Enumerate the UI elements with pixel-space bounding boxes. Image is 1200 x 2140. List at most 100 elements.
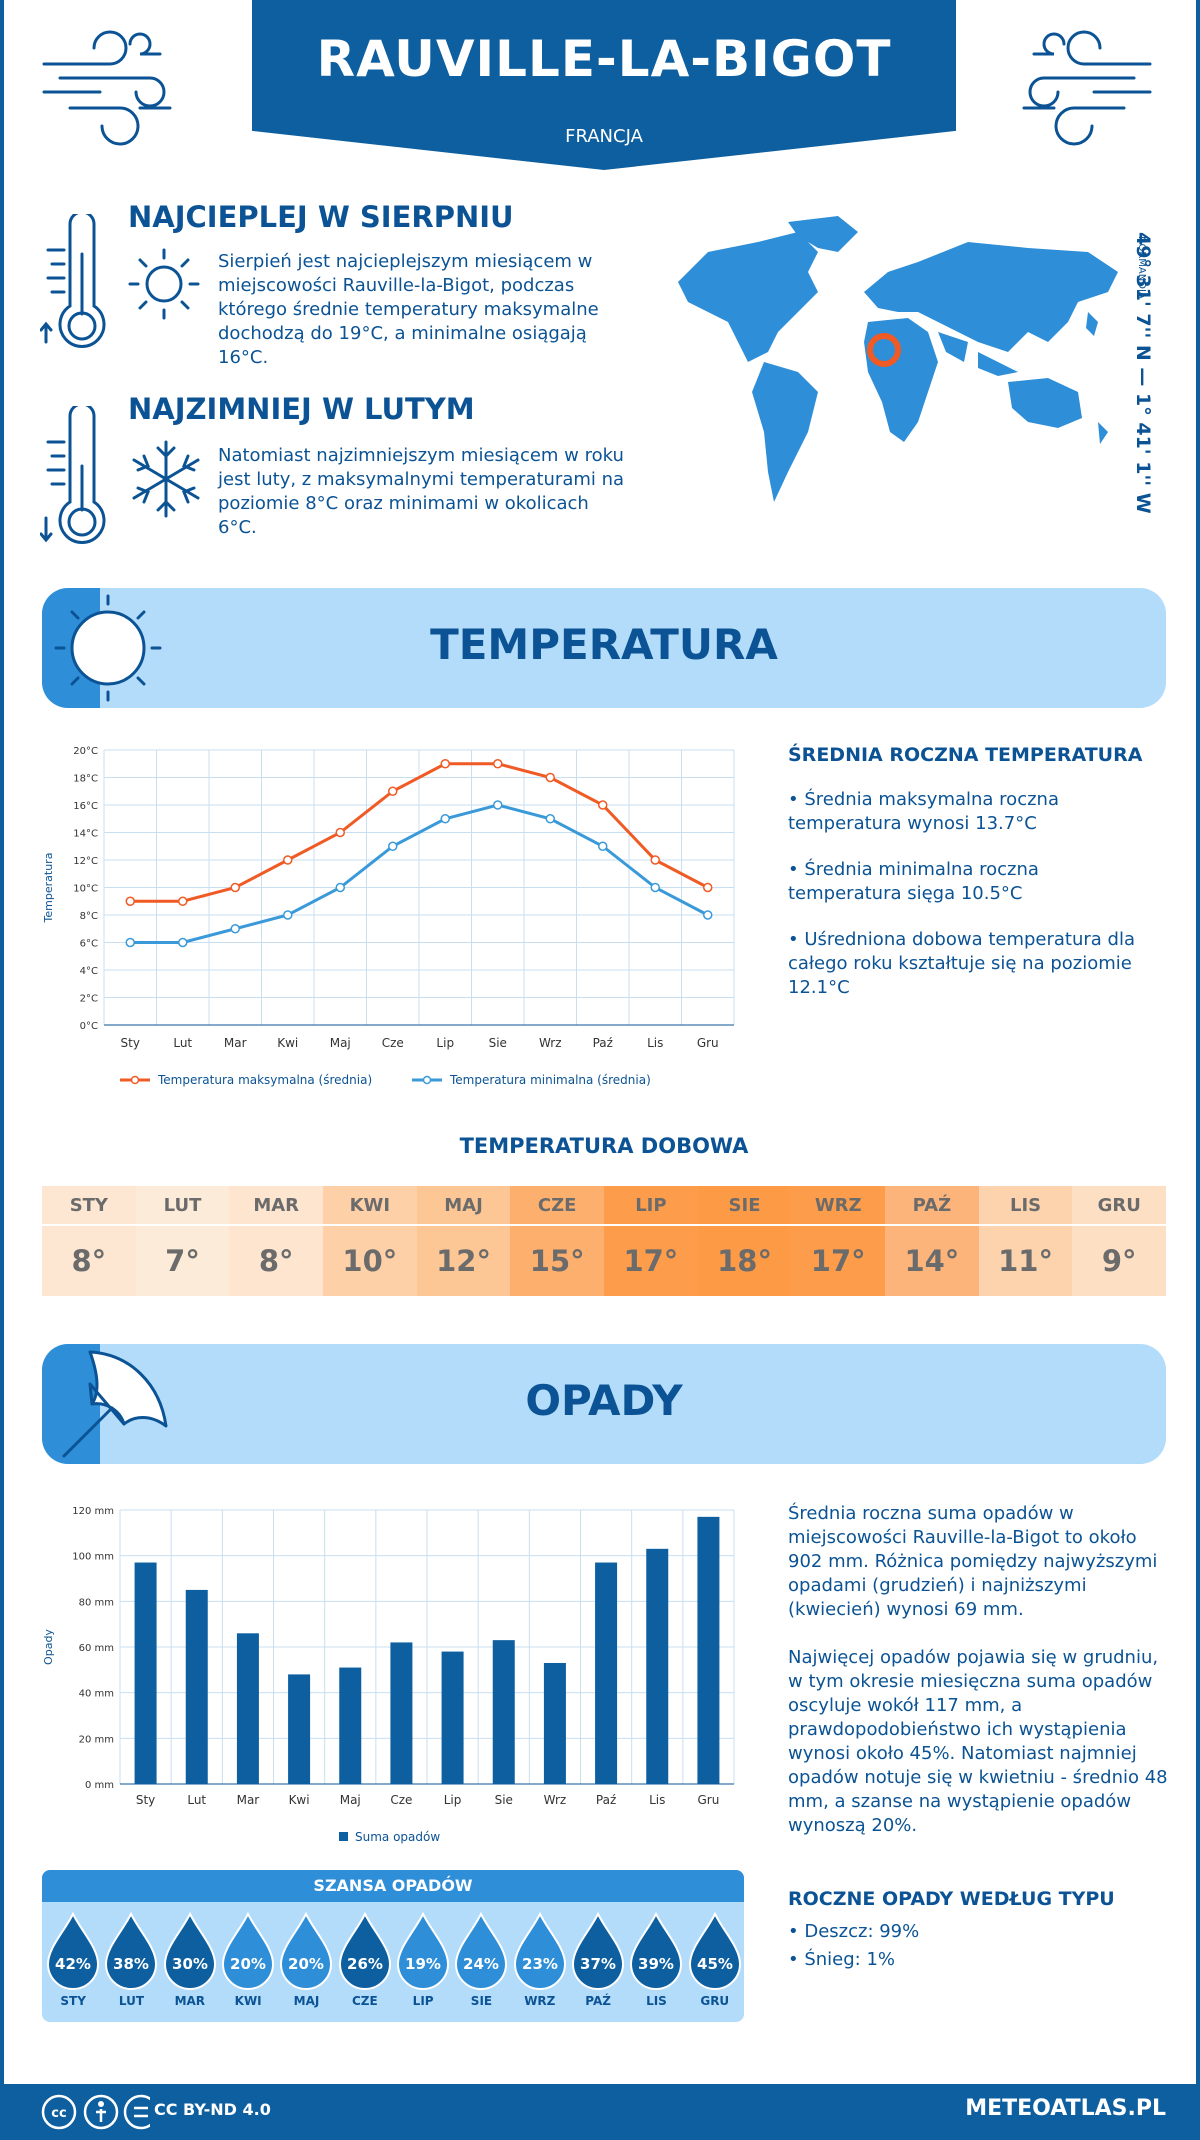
x-tick-label: Gru [697, 1793, 719, 1807]
y-tick-label: 14°C [73, 829, 98, 840]
temperature-section-title: TEMPERATURA [430, 620, 778, 669]
daily-temp-value: 17° [604, 1224, 698, 1296]
x-tick-label: Lip [444, 1793, 462, 1807]
raindrop-icon: 20% [222, 1912, 275, 1990]
precipitation-chance-month: MAJ [293, 1994, 320, 2008]
precipitation-chance-value: 30% [172, 1955, 208, 1973]
data-point [230, 882, 240, 893]
precipitation-chance-title: SZANSA OPADÓW [42, 1870, 744, 1902]
x-tick-label: Lip [436, 1036, 454, 1050]
daily-temp-value: 7° [135, 1224, 230, 1296]
precipitation-type-title: ROCZNE OPADY WEDŁUG TYPU [788, 1888, 1115, 1910]
daily-temp-value: 10° [323, 1224, 417, 1296]
x-tick-label: Sie [495, 1793, 513, 1807]
daily-temp-value: 9° [1072, 1224, 1167, 1296]
legend-swatch [339, 1832, 348, 1841]
daily-temp-value: 14° [885, 1224, 979, 1296]
precipitation-chance-month: WRZ [524, 1994, 556, 2008]
data-point [335, 882, 345, 893]
license-text: CC BY-ND 4.0 [154, 2100, 271, 2119]
warmest-text: Sierpień jest najcieplejszym miesiącem w… [218, 251, 599, 368]
precipitation-chance-value: 20% [230, 1955, 266, 1973]
coldest-title: NAJZIMNIEJ W LUTYM [128, 392, 475, 426]
x-tick-label: Paź [596, 1793, 616, 1807]
bar [595, 1562, 618, 1784]
raindrop-icon: 24% [455, 1912, 508, 1990]
bar [697, 1516, 720, 1784]
cc-icon [41, 2094, 77, 2130]
data-point [283, 855, 293, 865]
daily-temp-value: 11° [978, 1224, 1073, 1296]
bar [236, 1633, 259, 1784]
precipitation-type: ROCZNE OPADY WEDŁUG TYPU • Deszcz: 99% •… [788, 1888, 1168, 1972]
data-point [125, 896, 135, 906]
license-icons: cc [41, 2094, 150, 2130]
daily-temp-month: WRZ [814, 1194, 862, 1216]
precipitation-chance-value: 23% [522, 1955, 558, 1973]
x-tick-label: Maj [340, 1793, 361, 1807]
daily-temp-month: MAJ [444, 1194, 483, 1216]
x-tick-label: Cze [390, 1793, 412, 1807]
precipitation-chance-value: 39% [638, 1955, 674, 1973]
data-point [440, 814, 450, 824]
precipitation-chance-item: 30% MAR [161, 1912, 219, 2008]
daily-temp-col: MAJ 12° [416, 1186, 511, 1296]
daily-temp-value: 15° [510, 1224, 605, 1296]
precipitation-chance-month: GRU [700, 1994, 730, 2008]
daily-temperature-title: TEMPERATURA DOBOWA [459, 1134, 749, 1158]
data-point [493, 759, 503, 769]
temperature-summary-point-2: • Średnia minimalna roczna temperatura s… [788, 859, 1039, 904]
precipitation-chance-item: 23% WRZ [511, 1912, 569, 2008]
y-tick-label: 40 mm [79, 1689, 114, 1700]
sun-icon [128, 248, 200, 320]
precipitation-chance-item: 39% LIS [627, 1912, 685, 2008]
data-point [440, 759, 450, 769]
daily-temp-col: PAŹ 14° [885, 1186, 979, 1296]
precipitation-chance-item: 42% STY [44, 1912, 102, 2008]
precipitation-chance-item: 37% PAŹ [569, 1912, 627, 2008]
x-tick-label: Sie [489, 1036, 507, 1050]
bar [339, 1667, 362, 1784]
precipitation-chance-month: LUT [118, 1994, 145, 2008]
x-tick-label: Wrz [544, 1793, 567, 1807]
y-tick-label: 20 mm [79, 1734, 114, 1745]
footer [4, 2084, 1196, 2140]
precipitation-chance-month: CZE [351, 1994, 378, 2008]
raindrop-icon: 45% [688, 1912, 741, 1990]
x-tick-label: Sty [121, 1036, 140, 1050]
header-banner [252, 0, 956, 170]
raindrop-icon: 42% [47, 1912, 100, 1990]
y-tick-label: 12°C [73, 856, 98, 867]
data-point [388, 841, 398, 851]
daily-temp-col: WRZ 17° [791, 1186, 886, 1296]
x-tick-label: Lis [649, 1793, 665, 1807]
temperature-summary-title: ŚREDNIA ROCZNA TEMPERATURA [788, 744, 1143, 766]
site-link[interactable]: METEOATLAS.PL [965, 2096, 1166, 2121]
daily-temp-month: CZE [537, 1194, 577, 1216]
temperature-summary-point-3: • Uśredniona dobowa temperatura dla całe… [788, 929, 1136, 998]
y-tick-label: 2°C [80, 994, 98, 1005]
bar [543, 1662, 566, 1784]
daily-temp-col: KWI 10° [323, 1186, 417, 1296]
y-tick-label: 10°C [73, 884, 98, 895]
legend-marker [130, 1075, 140, 1085]
data-point [545, 814, 555, 824]
data-point [125, 937, 135, 948]
temperature-section-header [42, 588, 1166, 708]
precipitation-summary-p1: Średnia roczna suma opadów w miejscowośc… [788, 1503, 1158, 1620]
x-tick-label: Wrz [539, 1036, 562, 1050]
nd-icon [123, 2094, 150, 2130]
legend-label: Suma opadów [355, 1830, 440, 1844]
legend-item-2: Temperatura minimalna (średnia) [412, 1073, 651, 1087]
daily-temp-col: LIP 17° [604, 1186, 698, 1296]
y-tick-label: 4°C [80, 966, 98, 977]
snowflake-icon [132, 440, 200, 518]
daily-temp-value: 8° [42, 1224, 136, 1296]
precipitation-chance-month: LIP [412, 1994, 434, 2008]
daily-temperature-table: STY 8° LUT 7° MAR 8° KWI 10° MAJ 12° CZE 15° LIP 17° S… [42, 1186, 1167, 1296]
bar [492, 1640, 515, 1784]
daily-temp-col: LUT 7° [135, 1186, 230, 1296]
bar [390, 1642, 413, 1784]
precipitation-summary-p2: Najwięcej opadów pojawia się w grudniu, … [788, 1647, 1168, 1836]
legend-marker [422, 1075, 432, 1085]
